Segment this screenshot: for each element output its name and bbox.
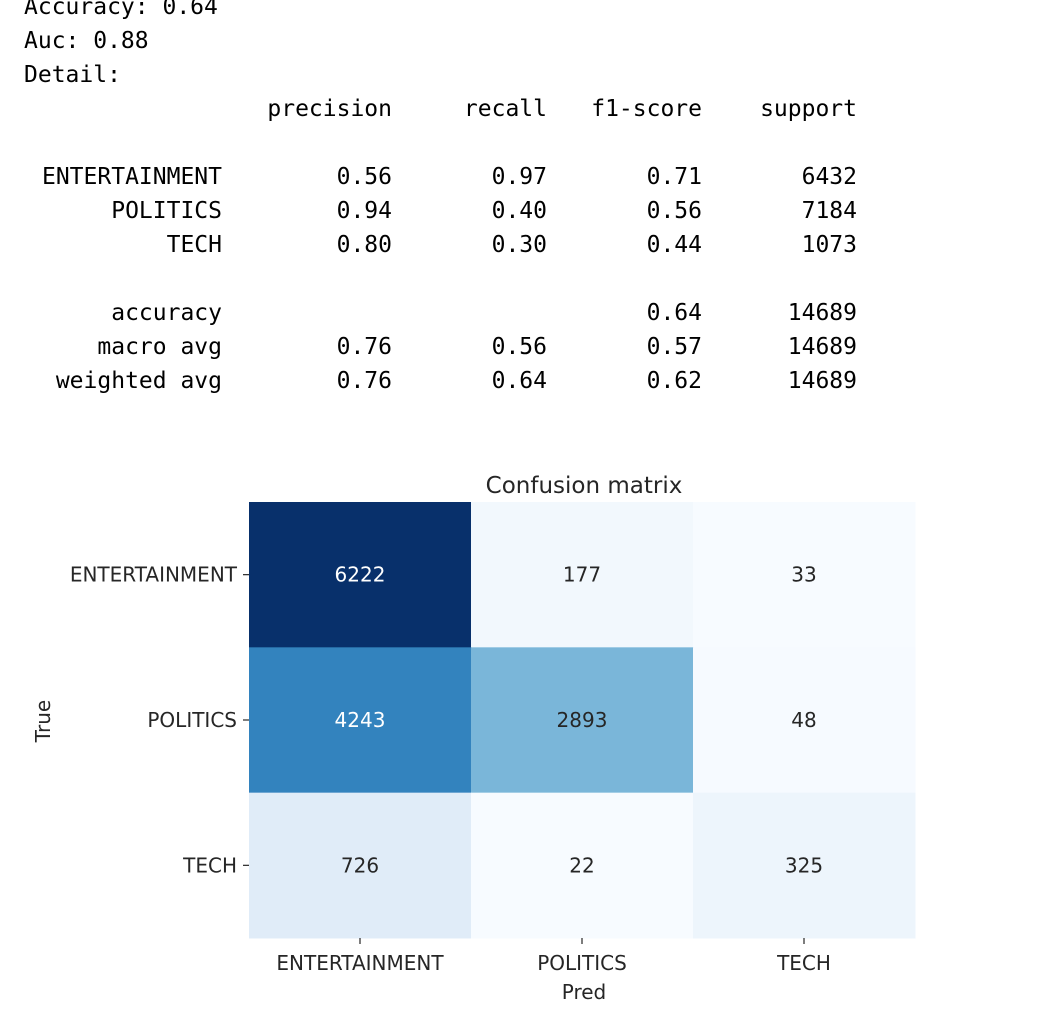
- heatmap-cells: 6222 177 33 4243 2893 48 726 22 325: [249, 502, 916, 939]
- report-row-accuracy: accuracy 0.64 14689: [24, 296, 857, 330]
- header-f1-score: f1-score: [591, 96, 702, 122]
- accuracy-line: Accuracy: 0.64: [24, 0, 218, 20]
- report-row-macro-avg: macro avg 0.76 0.56 0.57 14689: [24, 330, 857, 364]
- recall-value: 0.30: [491, 232, 547, 258]
- f1-value: 0.64: [646, 300, 702, 326]
- support-value: 1073: [801, 232, 857, 258]
- row-label: weighted avg: [55, 368, 222, 394]
- support-value: 6432: [801, 164, 857, 190]
- support-value: 7184: [801, 198, 857, 224]
- heatmap-cell: [471, 502, 694, 648]
- precision-value: 0.76: [336, 368, 392, 394]
- support-value: 14689: [787, 368, 857, 394]
- report-header-row: precision recall f1-score support: [24, 92, 857, 126]
- f1-value: 0.71: [646, 164, 702, 190]
- header-precision: precision: [267, 96, 392, 122]
- f1-value: 0.62: [646, 368, 702, 394]
- f1-value: 0.56: [646, 198, 702, 224]
- header-recall: recall: [463, 96, 547, 122]
- report-row-tech: TECH 0.80 0.30 0.44 1073: [24, 228, 857, 262]
- support-value: 14689: [787, 334, 857, 360]
- report-row-politics: POLITICS 0.94 0.40 0.56 7184: [24, 194, 857, 228]
- classification-report-output: Accuracy: 0.64 Auc: 0.88 Detail: precisi…: [24, 0, 857, 398]
- heatmap-cell: [471, 792, 694, 939]
- precision-value: 0.56: [336, 164, 392, 190]
- chart-title: Confusion matrix: [486, 473, 683, 499]
- report-row-entertainment: ENTERTAINMENT 0.56 0.97 0.71 6432: [24, 160, 857, 194]
- heatmap-cell: [471, 647, 694, 794]
- f1-value: 0.57: [646, 334, 702, 360]
- header-support: support: [760, 96, 857, 122]
- x-tick-label: POLITICS: [537, 951, 627, 975]
- cell-value-label: 6222: [335, 563, 386, 587]
- support-value: 14689: [787, 300, 857, 326]
- precision-value: 0.94: [336, 198, 392, 224]
- precision-value: 0.80: [336, 232, 392, 258]
- heatmap-cell: [249, 792, 472, 939]
- heatmap-cell: [249, 502, 472, 648]
- cell-value-label: 2893: [557, 708, 608, 732]
- recall-value: 0.56: [491, 334, 547, 360]
- report-row-weighted-avg: weighted avg 0.76 0.64 0.62 14689: [24, 364, 857, 398]
- cell-value-label: 22: [569, 853, 594, 877]
- cell-value-label: 48: [791, 708, 816, 732]
- cell-value-label: 726: [341, 853, 379, 877]
- auc-line: Auc: 0.88: [24, 28, 149, 54]
- y-tick-label: ENTERTAINMENT: [70, 563, 238, 587]
- x-tick-label: ENTERTAINMENT: [276, 951, 444, 975]
- row-label: macro avg: [97, 334, 222, 360]
- f1-value: 0.44: [646, 232, 702, 258]
- row-label: accuracy: [111, 300, 222, 326]
- axis-ticks: ENTERTAINMENT POLITICS TECH ENTERTAINMENT PO…: [70, 563, 831, 975]
- recall-value: 0.64: [491, 368, 547, 394]
- y-tick-label: TECH: [182, 853, 237, 877]
- cell-value-label: 177: [563, 563, 601, 587]
- recall-value: 0.40: [491, 198, 547, 224]
- precision-value: 0.76: [336, 334, 392, 360]
- y-tick-label: POLITICS: [147, 708, 237, 732]
- x-axis-label: Pred: [562, 980, 607, 1004]
- heatmap-cell: [693, 647, 916, 794]
- cell-value-label: 325: [785, 853, 823, 877]
- cell-value-label: 33: [791, 563, 816, 587]
- y-axis-label: True: [31, 700, 55, 743]
- heatmap-cell: [693, 792, 916, 939]
- row-label: ENTERTAINMENT: [41, 164, 222, 190]
- heatmap-cell: [249, 647, 472, 794]
- row-label: TECH: [166, 232, 222, 258]
- heatmap-cell: [693, 502, 916, 648]
- x-tick-label: TECH: [776, 951, 831, 975]
- detail-line: Detail:: [24, 62, 121, 88]
- recall-value: 0.97: [491, 164, 547, 190]
- cell-value-label: 4243: [335, 708, 386, 732]
- row-label: POLITICS: [111, 198, 222, 224]
